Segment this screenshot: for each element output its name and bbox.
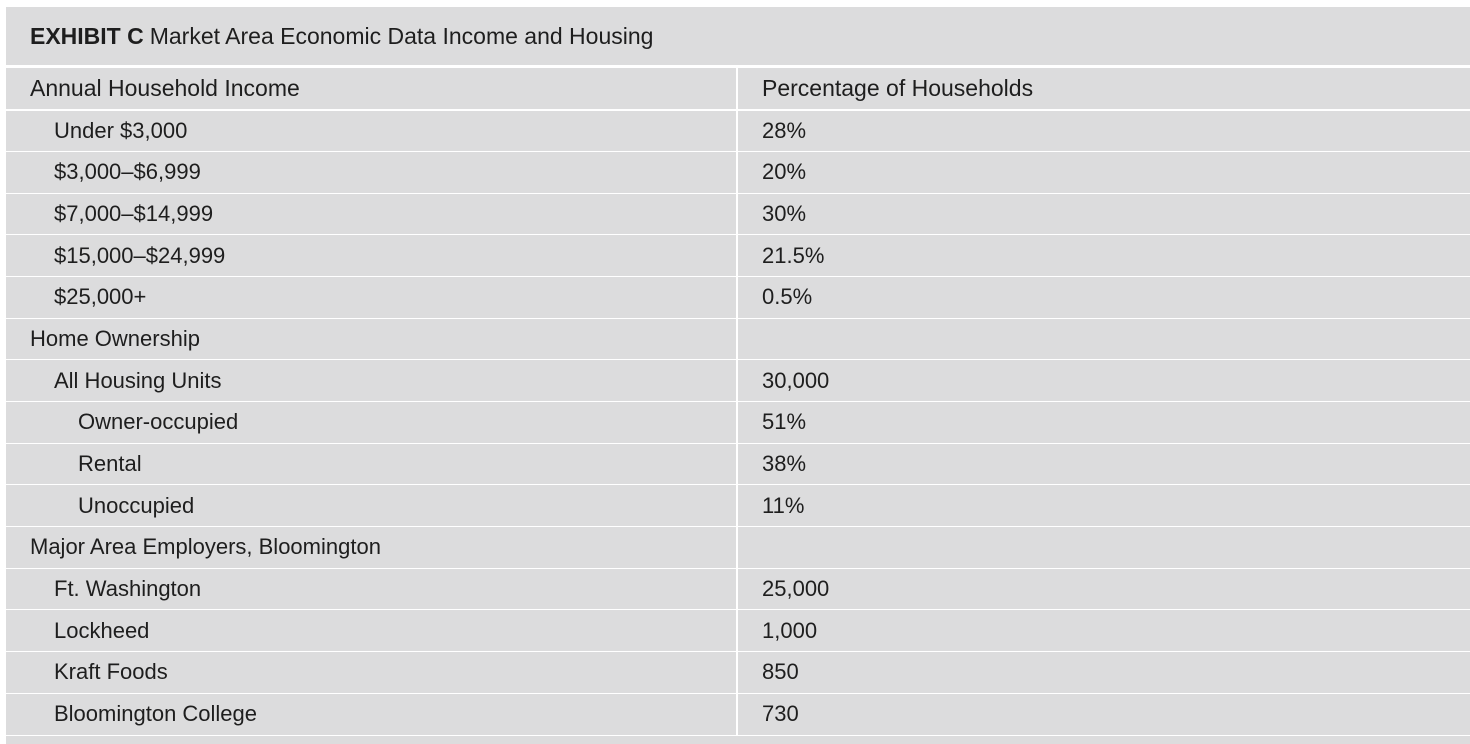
row-label: $7,000–$14,999 <box>6 193 738 236</box>
row-label: Lockheed <box>6 609 738 653</box>
table-row: Bloomington College 730 <box>6 693 1470 736</box>
row-value: 28% <box>737 109 1470 152</box>
row-label: Under $3,000 <box>6 109 738 152</box>
exhibit-label: EXHIBIT C <box>30 22 144 49</box>
row-label: Home Ownership <box>6 318 738 361</box>
row-label: Bloomington College <box>6 693 738 736</box>
table-row: $15,000–$24,999 21.5% <box>6 234 1470 277</box>
row-label: Owner-occupied <box>6 401 738 444</box>
row-value <box>737 318 1470 361</box>
table-row: Major Area Employers, Bloomington <box>6 526 1470 569</box>
column-header-percentage: Percentage of Households <box>737 68 1470 111</box>
table-row: $3,000–$6,999 20% <box>6 151 1470 194</box>
row-value: 25,000 <box>737 568 1470 611</box>
table-row: Kraft Foods 850 <box>6 651 1470 694</box>
table-row: Under $3,000 28% <box>6 109 1470 152</box>
exhibit-table-container: EXHIBIT C Market Area Economic Data Inco… <box>6 7 1470 744</box>
row-label: $15,000–$24,999 <box>6 234 738 277</box>
row-value: 51% <box>737 401 1470 444</box>
row-label: Major Area Employers, Bloomington <box>6 526 738 569</box>
table-row: Owner-occupied 51% <box>6 401 1470 444</box>
row-value: 21.5% <box>737 234 1470 277</box>
row-label: Rental <box>6 443 738 486</box>
row-label: $3,000–$6,999 <box>6 151 738 194</box>
data-table: Annual Household Income Percentage of Ho… <box>6 68 1470 736</box>
row-value: 11% <box>737 484 1470 528</box>
exhibit-title-text: Market Area Economic Data Income and Hou… <box>149 22 654 49</box>
table-row: All Housing Units 30,000 <box>6 359 1470 402</box>
row-label: $25,000+ <box>6 276 738 319</box>
row-value <box>737 526 1470 569</box>
table-row: $25,000+ 0.5% <box>6 276 1470 319</box>
row-value: 850 <box>737 651 1470 694</box>
column-header-income: Annual Household Income <box>6 68 738 111</box>
table-row: Home Ownership <box>6 318 1470 361</box>
table-row: Rental 38% <box>6 443 1470 486</box>
row-label: Kraft Foods <box>6 651 738 694</box>
row-value: 30,000 <box>737 359 1470 402</box>
row-value: 38% <box>737 443 1470 486</box>
table-row: Lockheed 1,000 <box>6 609 1470 653</box>
row-value: 20% <box>737 151 1470 194</box>
table-header-row: Annual Household Income Percentage of Ho… <box>6 68 1470 111</box>
row-value: 730 <box>737 693 1470 736</box>
row-label: All Housing Units <box>6 359 738 402</box>
row-value: 0.5% <box>737 276 1470 319</box>
table-row: Ft. Washington 25,000 <box>6 568 1470 611</box>
row-value: 1,000 <box>737 609 1470 653</box>
row-value: 30% <box>737 193 1470 236</box>
row-label: Ft. Washington <box>6 568 738 611</box>
table-row: $7,000–$14,999 30% <box>6 193 1470 236</box>
row-label: Unoccupied <box>6 484 738 528</box>
table-row: Unoccupied 11% <box>6 484 1470 528</box>
exhibit-title: EXHIBIT C Market Area Economic Data Inco… <box>6 7 1470 68</box>
